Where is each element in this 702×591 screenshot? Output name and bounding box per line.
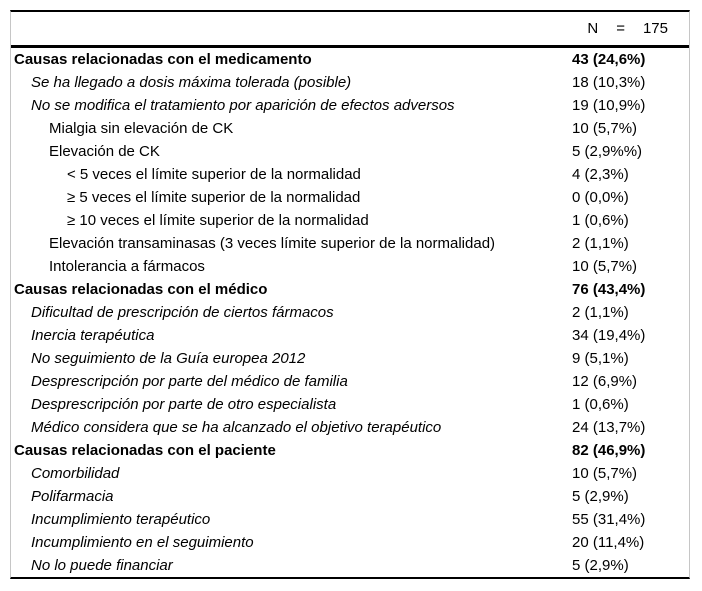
row-value: 5 (2,9%) — [572, 557, 629, 574]
row-value: 9 (5,1%) — [572, 350, 629, 367]
table-header-row: N = 175 — [11, 12, 689, 48]
table-row: Incumplimiento en el seguimiento 20 (11,… — [11, 531, 689, 554]
n-value: 175 — [642, 20, 668, 37]
row-label: Mialgia sin elevación de CK — [49, 120, 234, 137]
table-row: Desprescripción por parte de otro especi… — [11, 393, 689, 416]
table-row: No se modifica el tratamiento por aparic… — [11, 94, 689, 117]
row-value: 5 (2,9%%) — [572, 143, 643, 160]
table-row: Polifarmacia 5 (2,9%) — [11, 485, 689, 508]
row-label: Inercia terapéutica — [31, 327, 155, 344]
results-table: N = 175 Causas relacionadas con el medic… — [10, 10, 690, 579]
row-value: 5 (2,9%) — [572, 488, 629, 505]
row-value: 2 (1,1%) — [572, 235, 629, 252]
row-label: ≥ 10 veces el límite superior de la norm… — [67, 212, 369, 229]
row-value: 55 (31,4%) — [572, 511, 646, 528]
table-row: Causas relacionadas con el médico 76 (43… — [11, 278, 689, 301]
row-value: 18 (10,3%) — [572, 74, 646, 91]
row-label: Elevación transaminasas (3 veces límite … — [49, 235, 496, 252]
row-label: No seguimiento de la Guía europea 2012 — [31, 350, 306, 367]
table-row: Desprescripción por parte del médico de … — [11, 370, 689, 393]
row-label: Causas relacionadas con el medicamento — [14, 51, 312, 68]
table-row: Médico considera que se ha alcanzado el … — [11, 416, 689, 439]
row-value: 76 (43,4%) — [572, 281, 646, 298]
row-value: 0 (0,0%) — [572, 189, 629, 206]
table-row: Intolerancia a fármacos 10 (5,7%) — [11, 255, 689, 278]
row-label: < 5 veces el límite superior de la norma… — [67, 166, 361, 183]
table-row: Elevación de CK 5 (2,9%%) — [11, 140, 689, 163]
row-value: 2 (1,1%) — [572, 304, 629, 321]
table-row: Inercia terapéutica 34 (19,4%) — [11, 324, 689, 347]
row-label: Polifarmacia — [31, 488, 114, 505]
table-row: Causas relacionadas con el paciente 82 (… — [11, 439, 689, 462]
row-label: ≥ 5 veces el límite superior de la norma… — [67, 189, 361, 206]
row-label: No lo puede financiar — [31, 557, 173, 574]
n-label: N — [587, 20, 599, 37]
table-body: Causas relacionadas con el medicamento 4… — [11, 48, 689, 577]
table-row: Dificultad de prescripción de ciertos fá… — [11, 301, 689, 324]
row-label: Causas relacionadas con el médico — [14, 281, 268, 298]
table-row: Elevación transaminasas (3 veces límite … — [11, 232, 689, 255]
row-value: 12 (6,9%) — [572, 373, 638, 390]
row-value: 20 (11,4%) — [572, 534, 645, 551]
table-row: Incumplimiento terapéutico 55 (31,4%) — [11, 508, 689, 531]
table-row: Mialgia sin elevación de CK 10 (5,7%) — [11, 117, 689, 140]
row-label: Incumplimiento terapéutico — [31, 511, 211, 528]
row-label: Desprescripción por parte del médico de … — [31, 373, 348, 390]
row-value: 24 (13,7%) — [572, 419, 646, 436]
row-label: Médico considera que se ha alcanzado el … — [31, 419, 442, 436]
table-row: No seguimiento de la Guía europea 2012 9… — [11, 347, 689, 370]
row-value: 10 (5,7%) — [572, 120, 638, 137]
row-label: No se modifica el tratamiento por aparic… — [31, 97, 455, 114]
row-label: Incumplimiento en el seguimiento — [31, 534, 254, 551]
equals-sign: = — [616, 20, 625, 37]
row-label: Dificultad de prescripción de ciertos fá… — [31, 304, 334, 321]
table-row: Se ha llegado a dosis máxima tolerada (p… — [11, 71, 689, 94]
row-label: Intolerancia a fármacos — [49, 258, 205, 275]
row-value: 43 (24,6%) — [572, 51, 646, 68]
row-label: Se ha llegado a dosis máxima tolerada (p… — [31, 74, 352, 91]
table-row: Comorbilidad 10 (5,7%) — [11, 462, 689, 485]
row-value: 10 (5,7%) — [572, 258, 638, 275]
row-value: 82 (46,9%) — [572, 442, 646, 459]
row-value: 34 (19,4%) — [572, 327, 646, 344]
row-value: 19 (10,9%) — [572, 97, 646, 114]
table-row: Causas relacionadas con el medicamento 4… — [11, 48, 689, 71]
table-row: ≥ 5 veces el límite superior de la norma… — [11, 186, 689, 209]
row-value: 1 (0,6%) — [572, 212, 629, 229]
row-label: Desprescripción por parte de otro especi… — [31, 396, 337, 413]
row-value: 10 (5,7%) — [572, 465, 638, 482]
table-row: No lo puede financiar 5 (2,9%) — [11, 554, 689, 577]
table-row: ≥ 10 veces el límite superior de la norm… — [11, 209, 689, 232]
row-value: 4 (2,3%) — [572, 166, 629, 183]
row-label: Elevación de CK — [49, 143, 160, 160]
table-row: < 5 veces el límite superior de la norma… — [11, 163, 689, 186]
row-value: 1 (0,6%) — [572, 396, 629, 413]
row-label: Causas relacionadas con el paciente — [14, 442, 276, 459]
row-label: Comorbilidad — [31, 465, 120, 482]
